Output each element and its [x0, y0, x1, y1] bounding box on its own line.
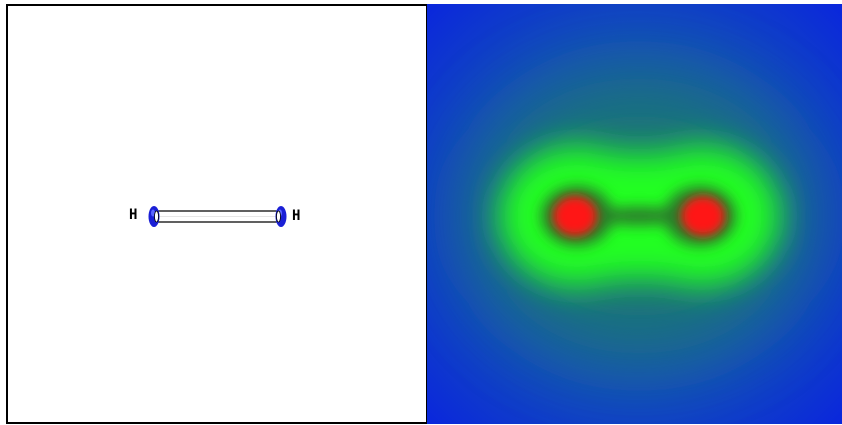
structure-view-panel[interactable]: H H — [6, 4, 428, 424]
density-core-left — [553, 196, 597, 236]
atom-h-right[interactable] — [275, 206, 287, 227]
density-core-right — [681, 196, 725, 236]
molecule-canvas — [148, 206, 287, 227]
atom-h-left[interactable] — [148, 206, 160, 227]
density-map-panel[interactable] — [427, 4, 842, 424]
atom-label-right: H — [292, 208, 301, 224]
density-cores — [553, 196, 725, 236]
density-map-canvas — [427, 4, 842, 424]
atom-label-left: H — [129, 207, 138, 223]
